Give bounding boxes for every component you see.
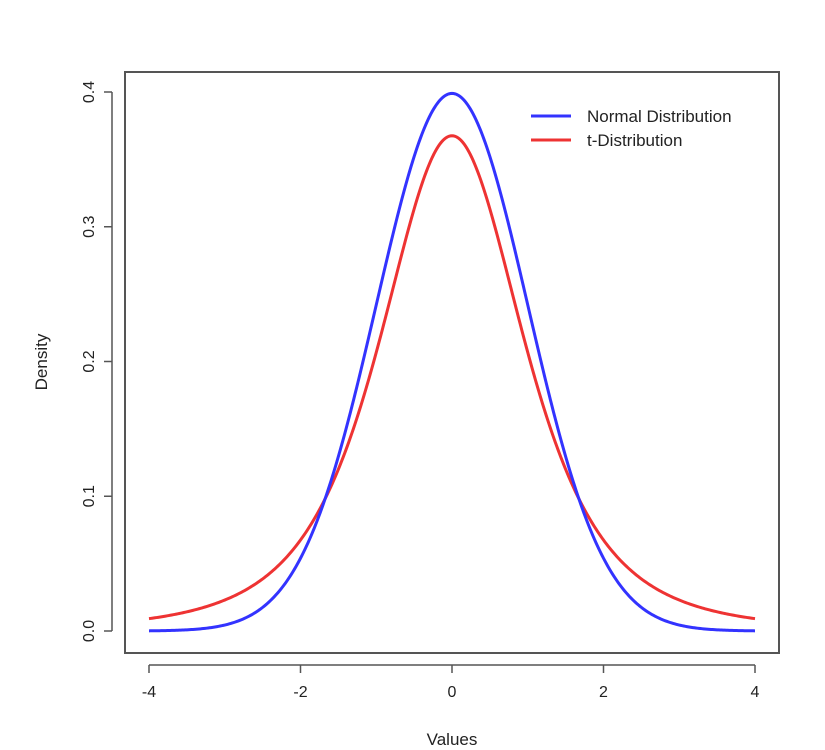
y-tick-label: 0.1 (81, 485, 98, 507)
x-axis: -4 -2 0 2 4 (142, 664, 760, 701)
y-tick-label: 0.4 (81, 81, 98, 103)
normal-distribution-line (148, 91, 756, 633)
x-axis-title: Values (427, 730, 478, 749)
x-tick-label: 2 (599, 684, 608, 701)
plot-frame (124, 71, 780, 654)
plot-lines (148, 91, 756, 633)
legend-label-t: t-Distribution (587, 131, 682, 150)
x-tick-label: -4 (142, 684, 156, 701)
y-tick-label: 0.0 (81, 620, 98, 642)
legend-label-normal: Normal Distribution (587, 107, 732, 126)
y-tick-label: 0.3 (81, 216, 98, 238)
y-axis: 0.0 0.1 0.2 0.3 0.4 (81, 81, 113, 642)
x-tick-label: 4 (751, 684, 760, 701)
y-tick-label: 0.2 (81, 350, 98, 372)
x-tick-label: -2 (293, 684, 307, 701)
t-distribution-line (148, 134, 756, 621)
legend: Normal Distribution t-Distribution (531, 107, 732, 150)
x-tick-label: 0 (448, 684, 457, 701)
y-axis-title: Density (32, 333, 51, 390)
